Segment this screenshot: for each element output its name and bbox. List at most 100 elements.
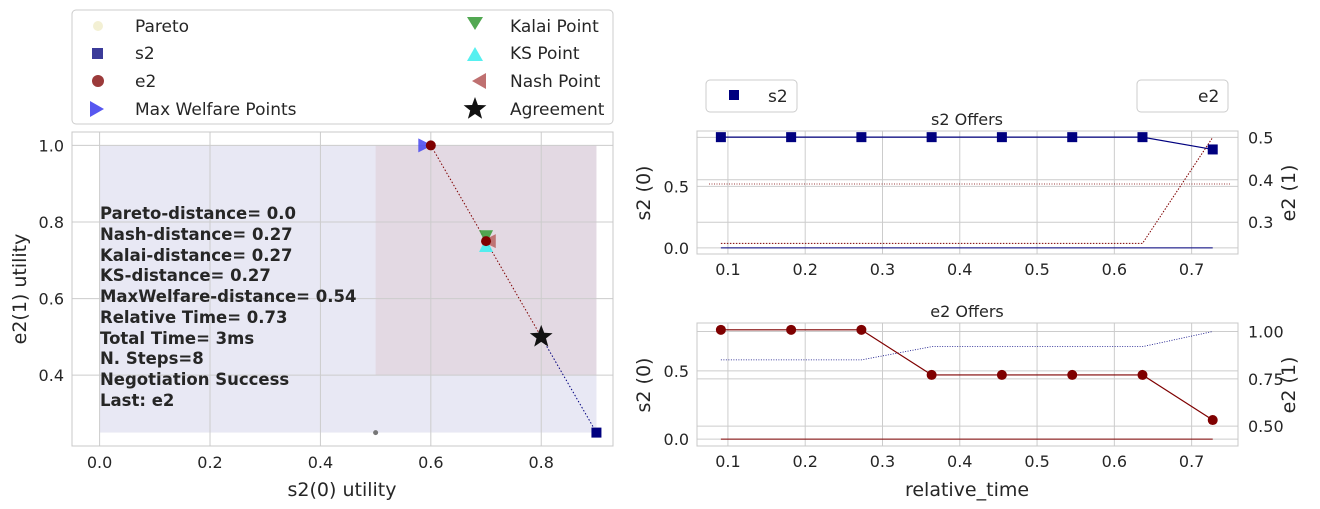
s2-offer-marker xyxy=(715,132,726,143)
legend-max-welfare: Max Welfare Points xyxy=(90,100,297,120)
stats-line: Total Time= 3ms xyxy=(100,329,254,348)
s2-offers-title: s2 Offers xyxy=(931,110,1003,129)
x-tick-label: 0.2 xyxy=(792,260,817,279)
s2-offer-marker xyxy=(996,132,1007,143)
s2-offer-trace xyxy=(540,336,597,433)
e2-utility-line xyxy=(720,331,1213,361)
legend-s2: s2 xyxy=(92,44,155,64)
s2-offers-right-y-label: e2 (1) xyxy=(1278,165,1300,222)
e2-offer-marker xyxy=(926,369,937,380)
legend-agreement: Agreement xyxy=(463,97,605,120)
left-y-tick-label: 0.5 xyxy=(664,362,689,381)
legend-pareto: Pareto xyxy=(93,17,189,37)
x-tick-label: 0.2 xyxy=(792,452,817,471)
utility-scatter-plot: 0.0 0.2 0.4 0.6 0.8 0.4 0.6 0.8 1.0 Pareto-dista… xyxy=(9,131,614,501)
legend-e2-marker xyxy=(92,75,104,87)
stats-line: MaxWelfare-distance= 0.54 xyxy=(100,287,356,306)
legend-kalai-marker xyxy=(467,17,483,30)
pareto-point xyxy=(373,430,379,436)
left-y-tick-label: 0.0 xyxy=(664,239,689,258)
stats-line: Pareto-distance= 0.0 xyxy=(100,204,296,223)
x-tick-label: 0.4 xyxy=(947,452,972,471)
stats-line: KS-distance= 0.27 xyxy=(100,266,271,285)
x-tick-label: 0.0 xyxy=(87,453,112,472)
stats-line: Kalai-distance= 0.27 xyxy=(100,246,293,265)
legend-ks-marker xyxy=(467,47,483,61)
e2-offer-marker xyxy=(1067,369,1078,380)
y-tick-label: 0.4 xyxy=(39,366,64,385)
s2-point xyxy=(591,427,602,438)
legend-s2-offers-marker xyxy=(729,90,739,100)
e2-point xyxy=(425,140,436,151)
e2-offer-marker xyxy=(715,324,726,335)
legend-ks-label: KS Point xyxy=(510,44,580,64)
s2-offers-left-y-label: s2 (0) xyxy=(633,166,655,221)
s2-offers-ticks: 0.1 0.2 0.3 0.4 0.5 0.6 0.7 0.0 0.5 0.3 0.4 0.5 xyxy=(664,128,1274,279)
legend-nash-marker xyxy=(472,73,486,89)
legend-ks: KS Point xyxy=(467,44,580,64)
s2-offers-legend-left: s2 xyxy=(705,79,798,113)
max-welfare-point xyxy=(418,138,433,153)
e2-offer-marker xyxy=(856,324,867,335)
e2-offers-right-y-label: e2 (1) xyxy=(1278,357,1300,414)
stats-line: Nash-distance= 0.27 xyxy=(100,225,293,244)
x-tick-label: 0.6 xyxy=(1102,260,1127,279)
x-tick-label: 0.3 xyxy=(870,260,895,279)
stats-line: Negotiation Success xyxy=(100,370,289,389)
x-tick-label: 0.4 xyxy=(308,453,333,472)
e2-point xyxy=(481,236,492,247)
x-tick-label: 0.1 xyxy=(715,260,740,279)
x-tick-label: 0.3 xyxy=(870,452,895,471)
scatter-ticks: 0.0 0.2 0.4 0.6 0.8 0.4 0.6 0.8 1.0 xyxy=(39,136,554,472)
e2-offers-ticks: 0.1 0.2 0.3 0.4 0.5 0.6 0.7 0.0 0.5 0.50 0.75 1.00 xyxy=(664,323,1284,471)
x-tick-label: 0.7 xyxy=(1179,452,1204,471)
s2-offer-marker xyxy=(1207,144,1218,155)
s2-offers-plot: s2 Offers 0.1 0.2 0.3 0.4 0.5 0.6 0.7 0.0 0.5 0.3… xyxy=(633,110,1300,279)
scatter-x-label: s2(0) utility xyxy=(288,479,397,501)
legend-kalai-label: Kalai Point xyxy=(510,17,599,37)
scatter-grid xyxy=(72,132,613,446)
right-y-tick-label: 0.4 xyxy=(1248,171,1273,190)
agreement-point xyxy=(529,324,553,347)
right-y-tick-label: 0.3 xyxy=(1248,213,1273,232)
x-tick-label: 0.7 xyxy=(1179,260,1204,279)
legend-pareto-marker xyxy=(93,21,103,31)
e2-offer-marker xyxy=(1137,369,1148,380)
legend-e2: e2 xyxy=(92,72,156,92)
y-tick-label: 1.0 xyxy=(39,136,64,155)
region-e2 xyxy=(375,145,597,376)
s2-offers-grid xyxy=(697,131,1238,254)
legend-pareto-label: Pareto xyxy=(135,17,189,37)
legend-s2-marker xyxy=(92,48,103,59)
stats-text: Pareto-distance= 0.0 Nash-distance= 0.27… xyxy=(100,204,356,410)
main-legend: Pareto s2 e2 Max Welfare Points Kalai Po… xyxy=(71,9,614,125)
e2-offer-marker xyxy=(1207,415,1218,426)
x-tick-label: 0.4 xyxy=(947,260,972,279)
legend-s2-offers-label: s2 xyxy=(768,87,788,107)
legend-kalai: Kalai Point xyxy=(467,17,599,37)
y-tick-label: 0.6 xyxy=(39,290,64,309)
legend-nash-label: Nash Point xyxy=(510,72,601,92)
x-tick-label: 0.5 xyxy=(1024,260,1049,279)
e2-offer-marker xyxy=(786,324,797,335)
right-y-tick-label: 0.5 xyxy=(1248,128,1273,147)
y-tick-label: 0.8 xyxy=(39,213,64,232)
legend-agreement-marker xyxy=(463,97,487,119)
e2-offers-left-y-label: s2 (0) xyxy=(633,358,655,413)
scatter-y-label: e2(1) utility xyxy=(9,234,31,345)
e2-offers-marks xyxy=(715,324,1218,440)
x-tick-label: 0.5 xyxy=(1024,452,1049,471)
legend-s2-label: s2 xyxy=(135,44,155,64)
e2-offers-plot: e2 Offers 0.1 0.2 0.3 0.4 0.5 0.6 0.7 0.0 0.5 0.5… xyxy=(633,302,1300,501)
x-tick-label: 0.6 xyxy=(1102,452,1127,471)
stats-line: N. Steps=8 xyxy=(100,349,204,368)
legend-e2-offers-label: e2 xyxy=(1198,87,1219,107)
x-tick-label: 0.8 xyxy=(529,453,554,472)
s2-offer-marker xyxy=(786,132,797,143)
x-tick-label: 0.2 xyxy=(197,453,222,472)
legend-max-welfare-marker xyxy=(90,101,104,117)
right-y-tick-label: 0.50 xyxy=(1248,417,1284,436)
s2-offers-marks xyxy=(709,132,1230,249)
x-tick-label: 0.1 xyxy=(715,452,740,471)
